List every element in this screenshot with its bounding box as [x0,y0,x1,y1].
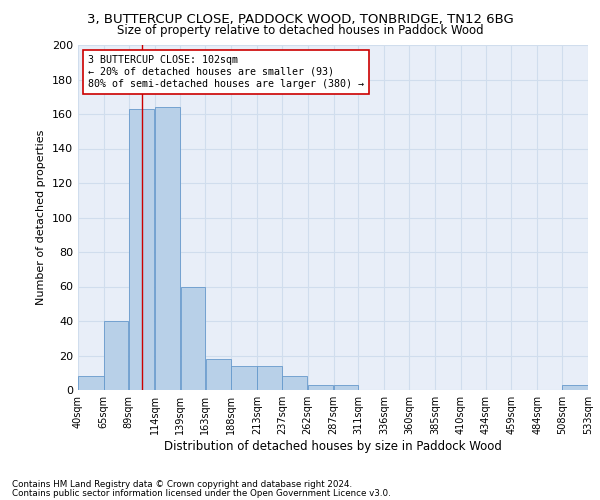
X-axis label: Distribution of detached houses by size in Paddock Wood: Distribution of detached houses by size … [164,440,502,453]
Bar [78,376,104,390]
Text: Size of property relative to detached houses in Paddock Wood: Size of property relative to detached ho… [116,24,484,37]
Bar [308,385,333,390]
Text: Contains public sector information licensed under the Open Government Licence v3: Contains public sector information licen… [12,488,391,498]
Bar [282,376,307,390]
Bar [562,385,588,390]
Bar [205,359,231,390]
Bar [155,107,180,390]
Text: 3 BUTTERCUP CLOSE: 102sqm
← 20% of detached houses are smaller (93)
80% of semi-: 3 BUTTERCUP CLOSE: 102sqm ← 20% of detac… [88,56,364,88]
Text: Contains HM Land Registry data © Crown copyright and database right 2024.: Contains HM Land Registry data © Crown c… [12,480,352,489]
Bar [129,109,154,390]
Bar [181,286,205,390]
Bar [257,366,281,390]
Y-axis label: Number of detached properties: Number of detached properties [37,130,46,305]
Bar [232,366,257,390]
Bar [104,321,128,390]
Text: 3, BUTTERCUP CLOSE, PADDOCK WOOD, TONBRIDGE, TN12 6BG: 3, BUTTERCUP CLOSE, PADDOCK WOOD, TONBRI… [86,12,514,26]
Bar [334,385,358,390]
